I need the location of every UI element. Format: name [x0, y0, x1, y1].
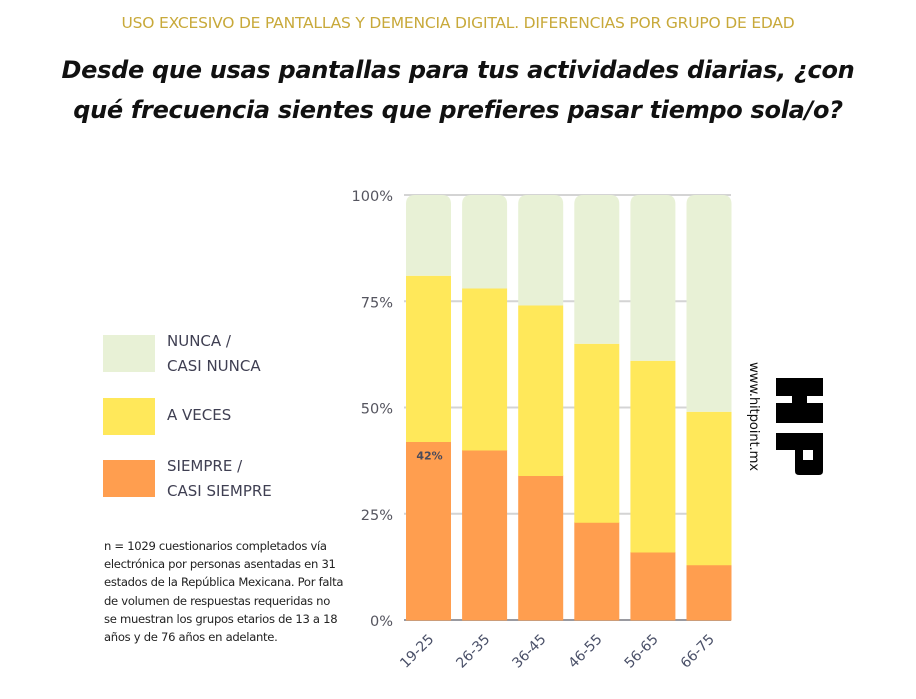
- x-tick-label: 56-65: [622, 632, 662, 672]
- legend-swatch-nunca: [103, 335, 155, 372]
- legend-swatch-a-veces: [103, 398, 155, 435]
- legend-swatch-siempre: [103, 460, 155, 497]
- bar-segment: [406, 441, 451, 621]
- bar-segment: [574, 522, 620, 621]
- bars: [406, 195, 732, 621]
- legend-item-nunca: NUNCA / CASI NUNCA: [103, 332, 261, 379]
- x-tick-label: 19-25: [397, 632, 437, 672]
- chart-subtitle: USO EXCESIVO DE PANTALLAS Y DEMENCIA DIG…: [121, 14, 795, 32]
- hp-logo-icon: [776, 378, 823, 475]
- bar-segment: [518, 475, 564, 621]
- bar-stack: [574, 195, 620, 621]
- data-label: 42%: [416, 450, 442, 463]
- legend-label-siempre: SIEMPRE / CASI SIEMPRE: [167, 457, 272, 500]
- y-tick-label: 0%: [370, 614, 393, 630]
- legend-item-siempre: SIEMPRE / CASI SIEMPRE: [103, 457, 272, 504]
- chart-title: Desde que usas pantallas para tus activi…: [0, 50, 916, 130]
- bar-stack: [462, 195, 508, 621]
- y-tick-label: 50%: [361, 402, 393, 418]
- website-url: www.hitpoint.mx: [746, 362, 761, 471]
- bar-stack: [518, 195, 564, 621]
- y-tick-label: 100%: [352, 189, 393, 205]
- y-tick-label: 25%: [361, 508, 393, 524]
- bar-segment: [574, 343, 620, 523]
- chart-title-line-1: Desde que usas pantallas para tus activi…: [61, 56, 855, 84]
- legend-item-a-veces: A VECES: [103, 398, 231, 435]
- x-tick-label: 26-35: [453, 632, 493, 672]
- chart-title-line-2: qué frecuencia sientes que prefieres pas…: [73, 96, 843, 124]
- bar-segment: [574, 195, 620, 344]
- x-tick-label: 36-45: [509, 632, 549, 672]
- bar-segment: [630, 360, 676, 553]
- bar-stack: [686, 195, 732, 621]
- data-labels: 42%: [416, 450, 442, 463]
- legend-label-a-veces: A VECES: [167, 406, 232, 424]
- bar-segment: [686, 411, 732, 566]
- bar-segment: [462, 195, 508, 289]
- methodology-note: n = 1029 cuestionarios completados vía e…: [104, 539, 344, 645]
- bar-segment: [630, 195, 676, 361]
- bar-stack: [406, 195, 451, 621]
- bar-segment: [406, 275, 451, 442]
- legend-label-nunca: NUNCA / CASI NUNCA: [167, 332, 261, 375]
- bar-segment: [686, 564, 732, 621]
- bar-segment: [462, 450, 508, 621]
- x-axis: 19-25 26-35 36-45 46-55 56-65 66-75: [397, 632, 718, 672]
- bar-segment: [518, 195, 564, 306]
- bar-segment: [406, 195, 451, 276]
- y-tick-label: 75%: [361, 295, 393, 311]
- bar-segment: [462, 288, 508, 451]
- bar-segment: [686, 195, 732, 412]
- bar-stack: [630, 195, 676, 621]
- y-axis: 0% 25% 50% 75% 100%: [352, 189, 393, 630]
- bar-segment: [630, 552, 676, 621]
- gridlines: [404, 194, 731, 621]
- x-tick-label: 46-55: [566, 632, 606, 672]
- bar-segment: [518, 305, 564, 476]
- x-tick-label: 66-75: [678, 632, 718, 672]
